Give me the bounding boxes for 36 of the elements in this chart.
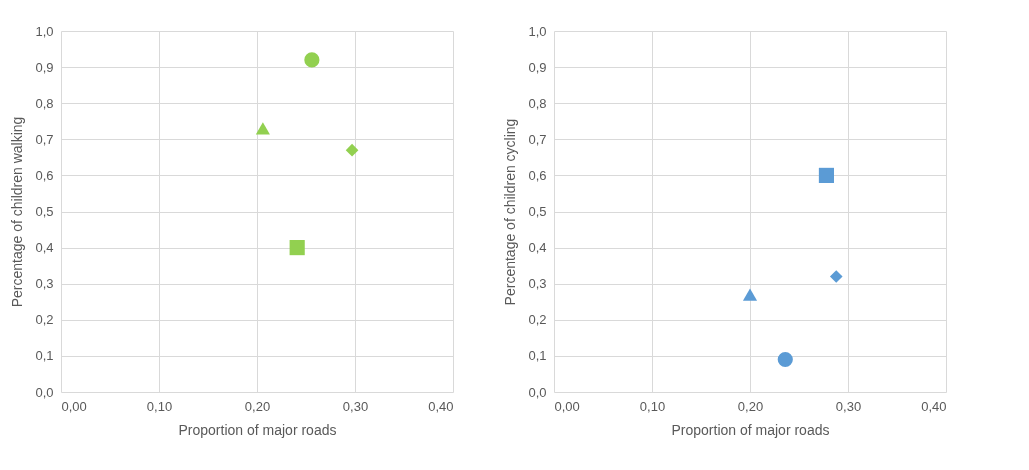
- y-tick-label: 0,1: [35, 348, 54, 364]
- y-tick-label: 0,3: [528, 276, 547, 292]
- y-tick-label: 0,7: [35, 131, 54, 147]
- y-tick-label: 0,3: [35, 276, 54, 292]
- y-axis-title: Percentage of children walking: [9, 116, 26, 308]
- x-axis-title: Proportion of major roads: [178, 421, 337, 438]
- x-tick-label: 0,30: [342, 398, 369, 414]
- y-tick-label: 0,8: [528, 95, 547, 111]
- x-tick-label: 0,10: [146, 398, 173, 414]
- y-tick-label: 0,2: [528, 312, 547, 328]
- y-tick-label: 0,2: [35, 312, 54, 328]
- y-tick-label: 0,0: [35, 384, 54, 400]
- y-tick-label: 0,4: [528, 240, 547, 256]
- y-tick-label: 0,4: [35, 240, 54, 256]
- x-tick-label: 0,00: [554, 398, 580, 414]
- x-tick-label: 0,20: [737, 398, 764, 414]
- x-tick-label: 0,20: [244, 398, 271, 414]
- y-tick-label: 0,6: [35, 167, 54, 183]
- x-tick-label: 0,40: [428, 398, 454, 414]
- y-tick-label: 1,0: [528, 23, 547, 39]
- y-tick-label: 0,0: [528, 384, 547, 400]
- y-tick-label: 0,1: [528, 348, 547, 364]
- y-tick-label: 0,8: [35, 95, 54, 111]
- y-tick-label: 0,7: [528, 131, 547, 147]
- x-axis-title: Proportion of major roads: [671, 421, 830, 438]
- y-tick-label: 0,5: [35, 204, 54, 219]
- y-tick-label: 0,9: [35, 59, 54, 75]
- y-tick-label: 0,6: [528, 167, 547, 183]
- x-tick-label: 0,40: [921, 398, 947, 414]
- y-tick-label: 1,0: [35, 23, 54, 39]
- y-axis-title: Percentage of children cycling: [502, 118, 519, 306]
- x-tick-label: 0,10: [639, 398, 666, 414]
- x-tick-label: 0,00: [61, 398, 87, 414]
- y-tick-label: 0,9: [528, 59, 547, 75]
- x-tick-label: 0,30: [835, 398, 862, 414]
- y-tick-label: 0,5: [528, 204, 547, 219]
